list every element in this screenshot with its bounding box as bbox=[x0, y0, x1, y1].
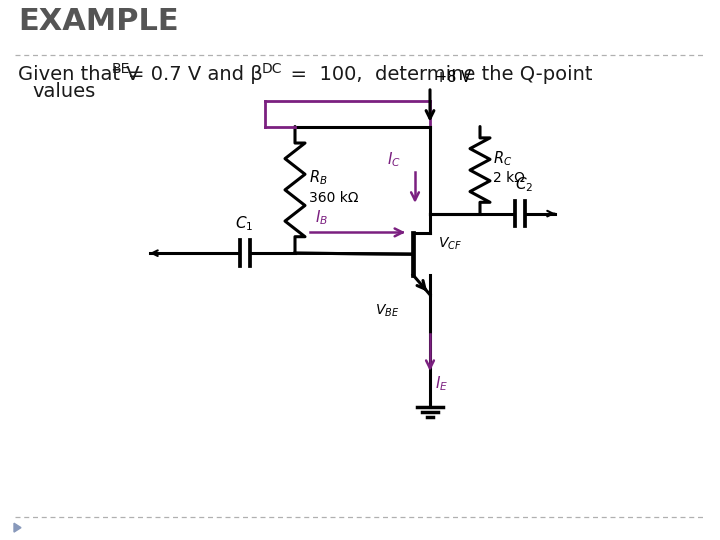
Text: $\mathit{C}_{1}$: $\mathit{C}_{1}$ bbox=[235, 215, 253, 233]
Text: values: values bbox=[32, 82, 95, 101]
Text: $\mathit{I}_B$: $\mathit{I}_B$ bbox=[315, 209, 328, 227]
Text: 2 kΩ: 2 kΩ bbox=[493, 171, 525, 185]
Text: $R_C$: $R_C$ bbox=[493, 149, 513, 167]
Text: $\mathit{C}_{2}$: $\mathit{C}_{2}$ bbox=[515, 175, 534, 194]
Text: EXAMPLE: EXAMPLE bbox=[18, 6, 179, 36]
Text: $\mathit{I}_E$: $\mathit{I}_E$ bbox=[435, 374, 448, 393]
Text: $V_{CF}$: $V_{CF}$ bbox=[438, 236, 462, 253]
Text: Given that V: Given that V bbox=[18, 65, 140, 84]
Text: = 0.7 V and β: = 0.7 V and β bbox=[128, 65, 263, 84]
Text: 360 kΩ: 360 kΩ bbox=[309, 191, 359, 205]
Text: $V_{BE}$: $V_{BE}$ bbox=[375, 302, 400, 319]
Text: DC: DC bbox=[262, 62, 282, 76]
Text: =  100,  determine the Q-point: = 100, determine the Q-point bbox=[278, 65, 593, 84]
Text: +8 V: +8 V bbox=[435, 70, 471, 85]
Text: BE: BE bbox=[112, 62, 130, 76]
Polygon shape bbox=[14, 523, 21, 532]
Text: $\mathit{I}_C$: $\mathit{I}_C$ bbox=[387, 151, 401, 169]
Text: $R_B$: $R_B$ bbox=[309, 168, 328, 187]
